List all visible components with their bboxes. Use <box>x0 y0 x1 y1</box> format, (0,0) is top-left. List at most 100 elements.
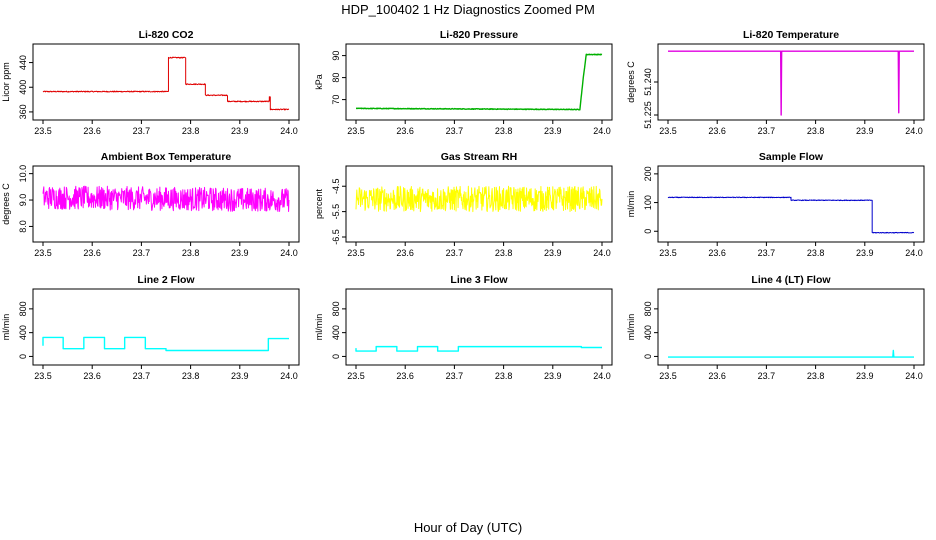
series-line <box>42 56 290 111</box>
x-tick-label: 23.9 <box>231 371 249 381</box>
x-tick-label: 23.5 <box>347 248 365 258</box>
panel-title: Gas Stream RH <box>441 151 517 163</box>
y-axis-label: kPa <box>314 74 324 90</box>
y-axis-label: ml/min <box>626 314 636 341</box>
x-tick-label: 24.0 <box>280 248 298 258</box>
chart-panel: Ambient Box Temperature 23.5 23.6 23.7 23.8 2… <box>1 151 300 258</box>
x-tick-label: 23.7 <box>758 248 776 258</box>
y-tick-label: 9.0 <box>18 194 28 207</box>
plot-frame <box>32 288 300 366</box>
plot-frame <box>345 165 613 243</box>
panel-title: Ambient Box Temperature <box>101 151 232 163</box>
x-tick-label: 23.6 <box>83 248 101 258</box>
x-tick-label: 23.7 <box>758 126 776 136</box>
x-tick-label: 23.6 <box>396 371 414 381</box>
y-tick-label: -6.5 <box>331 229 341 245</box>
plot-frame <box>657 43 925 121</box>
plot-frame <box>32 43 300 121</box>
x-tick-label: 24.0 <box>593 248 611 258</box>
x-tick-label: 23.6 <box>708 126 726 136</box>
x-tick-label: 23.9 <box>544 371 562 381</box>
y-axis-label: Licor ppm <box>1 62 11 102</box>
figure-title: HDP_100402 1 Hz Diagnostics Zoomed PM <box>341 2 595 17</box>
y-tick-label: -5.5 <box>331 204 341 220</box>
x-tick-label: 24.0 <box>593 126 611 136</box>
x-tick-label: 23.9 <box>231 126 249 136</box>
y-tick-label: 80 <box>331 73 341 83</box>
chart-panel: Line 4 (LT) Flow 23.5 23.6 23.7 23.8 23.9 24.0… <box>626 274 925 381</box>
panels-group: Li-820 CO2 23.5 23.6 23.7 23.8 23.9 24.0 360 400… <box>1 29 925 381</box>
x-tick-label: 23.7 <box>446 248 464 258</box>
chart-panel: Li-820 CO2 23.5 23.6 23.7 23.8 23.9 24.0 360 400… <box>1 29 300 136</box>
y-tick-label: 440 <box>18 55 28 70</box>
x-tick-label: 23.5 <box>347 126 365 136</box>
x-tick-label: 23.9 <box>231 248 249 258</box>
x-tick-label: 23.6 <box>396 126 414 136</box>
plot-frame <box>345 288 613 366</box>
panel-title: Line 2 Flow <box>137 274 195 286</box>
y-tick-label: 51.240 <box>643 68 653 96</box>
x-tick-label: 23.5 <box>659 126 677 136</box>
series-line <box>668 349 914 358</box>
x-tick-label: 24.0 <box>905 371 923 381</box>
series-line <box>355 53 603 111</box>
y-tick-label: 360 <box>18 104 28 119</box>
y-axis-label: degrees C <box>1 183 11 225</box>
y-axis-label: percent <box>314 188 324 219</box>
x-tick-label: 23.7 <box>133 126 151 136</box>
x-tick-label: 23.6 <box>83 126 101 136</box>
y-axis-label: ml/min <box>314 314 324 341</box>
y-axis-label: ml/min <box>626 191 636 218</box>
y-tick-label: 0 <box>643 354 653 359</box>
panel-title: Li-820 Temperature <box>743 29 839 41</box>
x-tick-label: 24.0 <box>905 248 923 258</box>
y-tick-label: 800 <box>18 301 28 316</box>
x-tick-label: 24.0 <box>905 126 923 136</box>
x-tick-label: 23.8 <box>182 248 200 258</box>
x-tick-label: 23.6 <box>708 248 726 258</box>
x-tick-label: 23.5 <box>34 248 52 258</box>
series-line <box>355 345 602 352</box>
x-tick-label: 23.8 <box>807 371 825 381</box>
x-tick-label: 23.7 <box>133 248 151 258</box>
x-tick-label: 23.8 <box>807 248 825 258</box>
plot-frame <box>657 165 925 243</box>
series-line <box>42 336 289 352</box>
y-tick-label: 400 <box>331 325 341 340</box>
chart-panel: Gas Stream RH 23.5 23.6 23.7 23.8 23.9 24.0 -6.… <box>314 151 613 258</box>
x-tick-label: 23.9 <box>544 126 562 136</box>
y-tick-label: 0 <box>18 354 28 359</box>
x-tick-label: 23.6 <box>396 248 414 258</box>
x-tick-label: 23.9 <box>856 371 874 381</box>
panel-title: Line 3 Flow <box>450 274 508 286</box>
plot-frame <box>32 165 300 243</box>
series-line <box>355 185 603 213</box>
chart-panel: Li-820 Pressure 23.5 23.6 23.7 23.8 23.9 24.0 7… <box>314 29 613 136</box>
x-tick-label: 23.8 <box>495 248 513 258</box>
x-tick-label: 23.5 <box>34 371 52 381</box>
x-tick-label: 23.9 <box>856 248 874 258</box>
x-tick-label: 23.5 <box>659 248 677 258</box>
x-tick-label: 23.5 <box>659 371 677 381</box>
y-tick-label: 400 <box>18 80 28 95</box>
x-tick-label: 23.8 <box>182 126 200 136</box>
chart-panel: Line 2 Flow 23.5 23.6 23.7 23.8 23.9 24.0 0 400 8… <box>1 274 300 381</box>
series-line <box>668 50 914 116</box>
panel-title: Li-820 Pressure <box>440 29 518 41</box>
panel-title: Line 4 (LT) Flow <box>751 274 831 286</box>
y-tick-label: 51.225 <box>643 101 653 129</box>
y-tick-label: 800 <box>331 301 341 316</box>
x-tick-label: 24.0 <box>593 371 611 381</box>
chart-panel: Sample Flow 23.5 23.6 23.7 23.8 23.9 24.0 0 100 2… <box>626 151 925 258</box>
y-tick-label: 0 <box>643 229 653 234</box>
series-line <box>42 185 290 213</box>
x-tick-label: 23.8 <box>807 126 825 136</box>
x-tick-label: 23.7 <box>758 371 776 381</box>
x-tick-label: 23.9 <box>856 126 874 136</box>
plot-frame <box>657 288 925 366</box>
x-tick-label: 23.6 <box>708 371 726 381</box>
x-tick-label: 23.9 <box>544 248 562 258</box>
y-tick-label: 400 <box>18 325 28 340</box>
y-tick-label: 100 <box>643 195 653 210</box>
